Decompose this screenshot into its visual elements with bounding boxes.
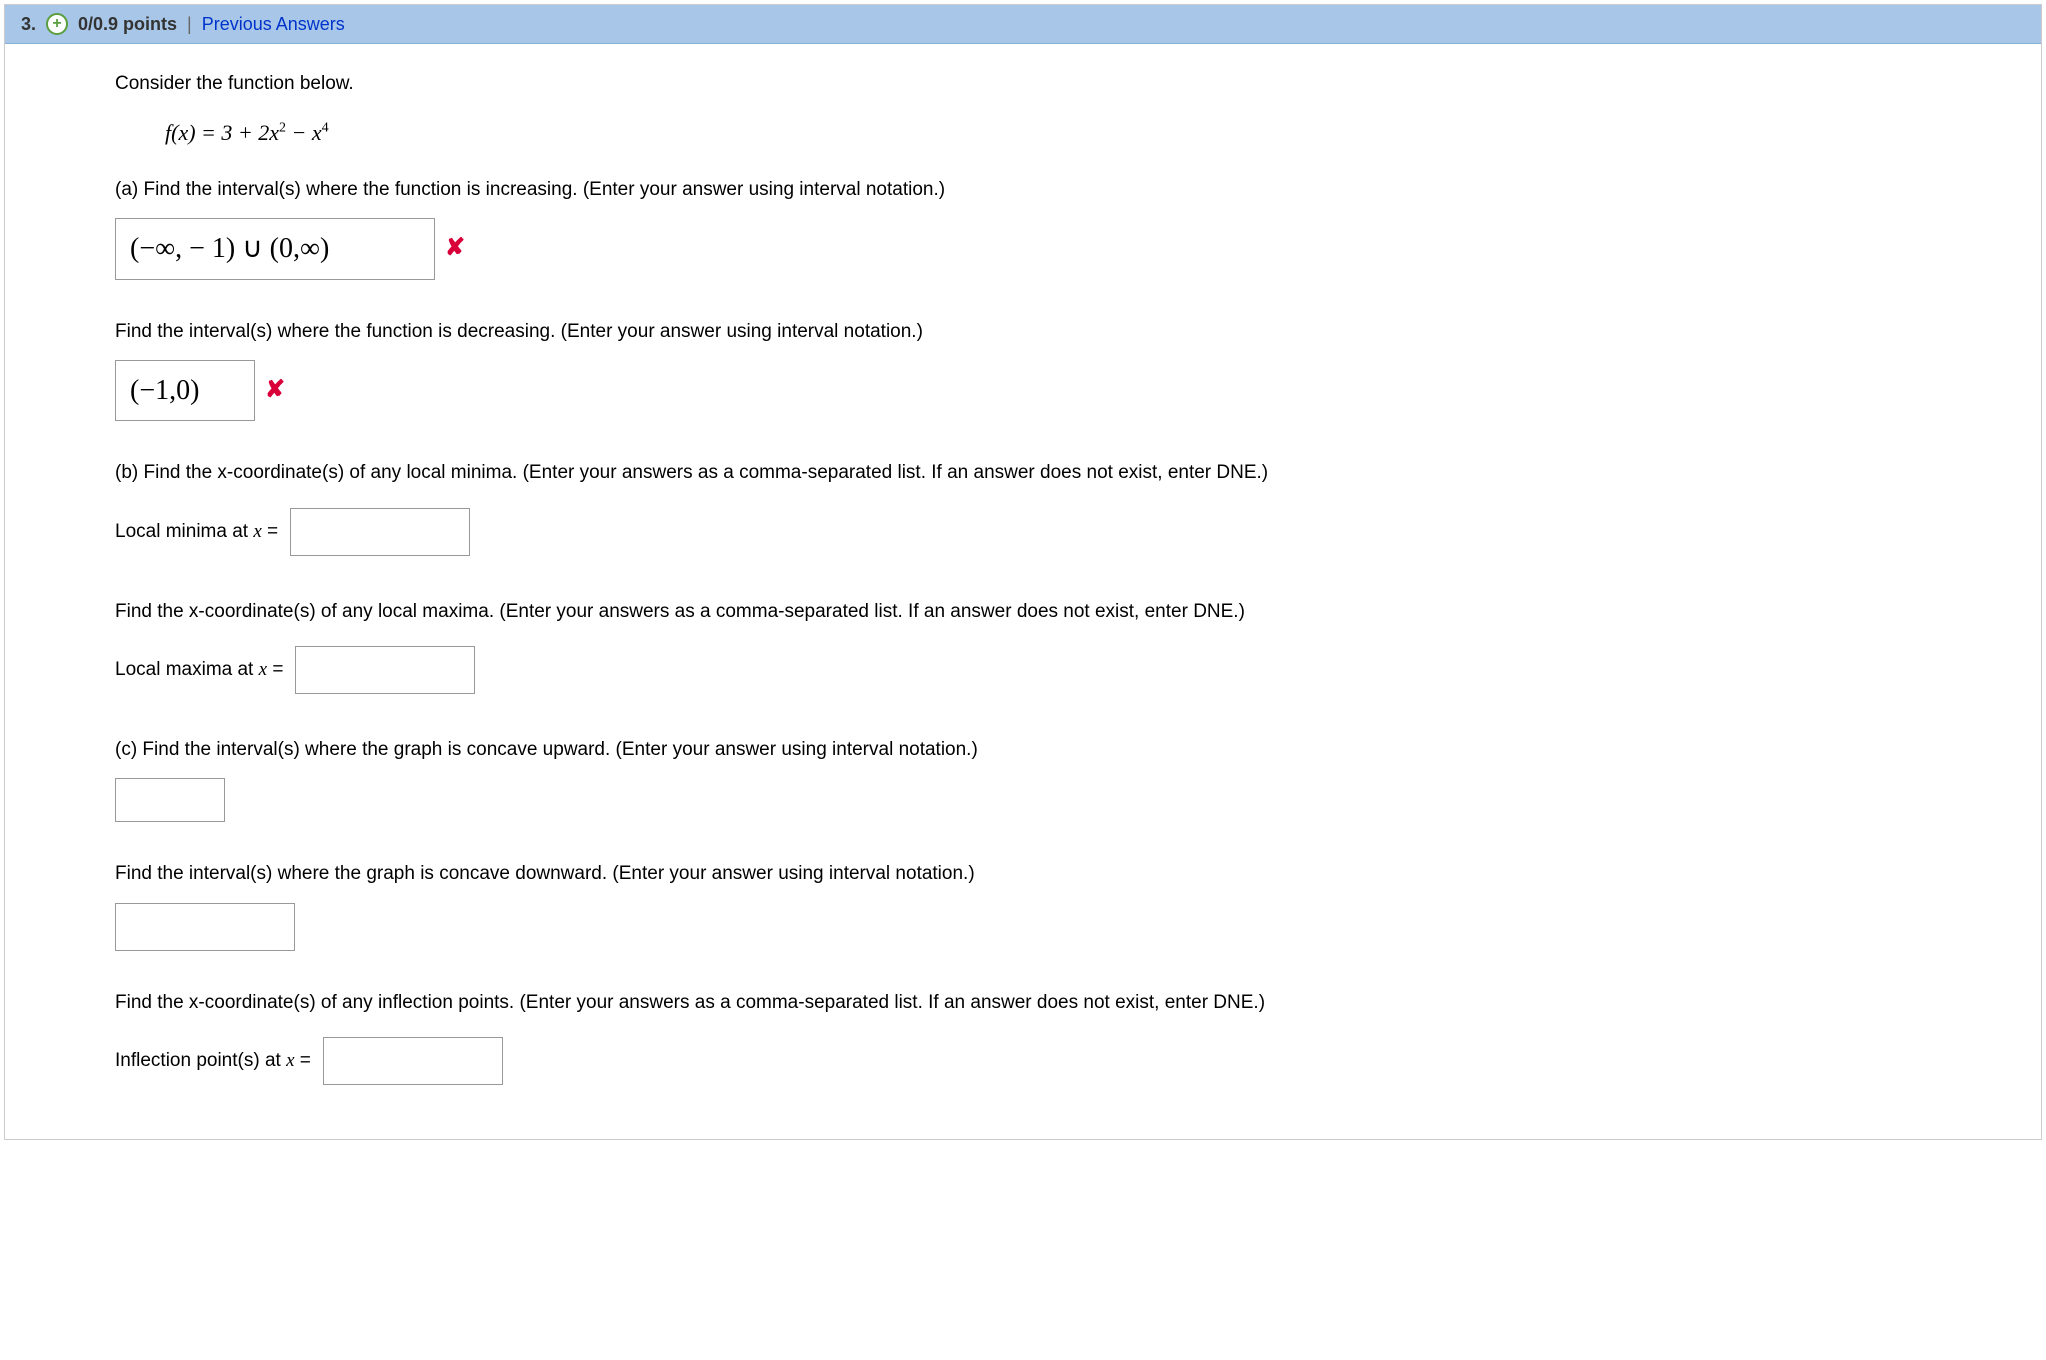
header-divider: | xyxy=(187,14,192,35)
part-a1-answer-box[interactable]: (−∞, − 1) ∪ (0,∞) xyxy=(115,218,435,280)
part-c3-answer-box[interactable] xyxy=(323,1037,503,1085)
incorrect-icon: ✘ xyxy=(445,228,465,269)
question-header: 3. + 0/0.9 points | Previous Answers xyxy=(5,5,2041,44)
part-a2-answer-box[interactable]: (−1,0) xyxy=(115,360,255,422)
part-c1-prompt: (c) Find the interval(s) where the graph… xyxy=(115,734,2001,766)
question-number: 3. xyxy=(21,14,36,35)
incorrect-icon: ✘ xyxy=(265,370,285,411)
part-b1-label: Local minima at x = xyxy=(115,516,278,548)
part-c3-prompt: Find the x-coordinate(s) of any inflecti… xyxy=(115,987,2001,1019)
part-a2-answer-row: (−1,0) ✘ xyxy=(115,360,2001,422)
expand-icon[interactable]: + xyxy=(46,13,68,35)
part-b1-row: Local minima at x = xyxy=(115,508,470,556)
part-b1-prompt: (b) Find the x-coordinate(s) of any loca… xyxy=(115,457,2001,489)
previous-answers-link[interactable]: Previous Answers xyxy=(202,14,345,35)
points-text: 0/0.9 points xyxy=(78,14,177,35)
part-c2-answer-box[interactable] xyxy=(115,903,295,951)
part-c3-row: Inflection point(s) at x = xyxy=(115,1037,503,1085)
part-b1-answer-box[interactable] xyxy=(290,508,470,556)
intro-text: Consider the function below. xyxy=(115,68,2001,100)
part-c2-prompt: Find the interval(s) where the graph is … xyxy=(115,858,2001,890)
part-c1-answer-box[interactable] xyxy=(115,778,225,822)
function-formula: f(x) = 3 + 2x2 − x4 xyxy=(165,114,2001,151)
part-a1-answer-row: (−∞, − 1) ∪ (0,∞) ✘ xyxy=(115,218,2001,280)
part-a2-prompt: Find the interval(s) where the function … xyxy=(115,316,2001,348)
part-b2-label: Local maxima at x = xyxy=(115,654,283,686)
part-c2-answer-row xyxy=(115,903,2001,951)
part-c1-answer-row xyxy=(115,778,2001,822)
part-c3-label: Inflection point(s) at x = xyxy=(115,1045,311,1077)
part-b2-prompt: Find the x-coordinate(s) of any local ma… xyxy=(115,596,2001,628)
part-a1-prompt: (a) Find the interval(s) where the funct… xyxy=(115,174,2001,206)
question-body: Consider the function below. f(x) = 3 + … xyxy=(5,44,2041,1139)
part-b2-row: Local maxima at x = xyxy=(115,646,475,694)
part-b2-answer-box[interactable] xyxy=(295,646,475,694)
question-container: 3. + 0/0.9 points | Previous Answers Con… xyxy=(4,4,2042,1140)
